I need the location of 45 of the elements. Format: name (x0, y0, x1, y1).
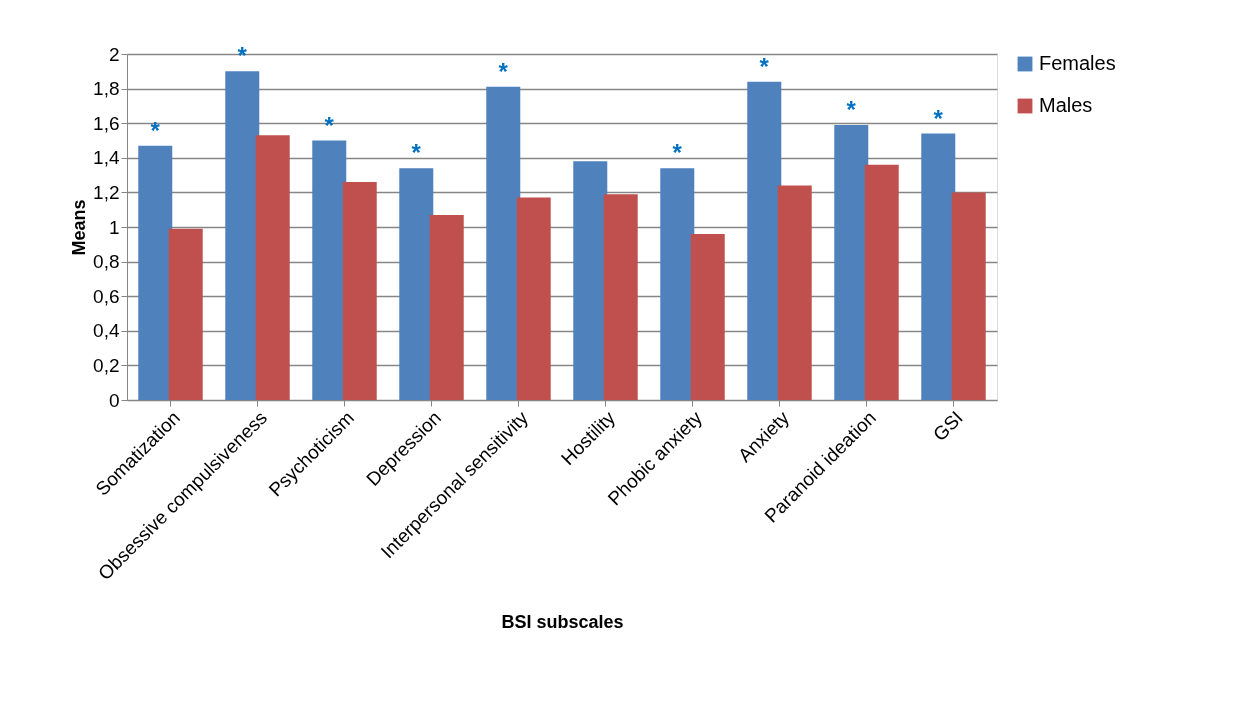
bar (429, 214, 464, 400)
bar (312, 140, 347, 400)
y-tick-label: 1 (108, 216, 120, 238)
annotation: * (411, 139, 422, 167)
annotation: * (759, 52, 770, 80)
x-axis-title: BSI subscales (501, 611, 624, 632)
bar (747, 81, 782, 400)
bar (516, 197, 551, 400)
bar (834, 124, 869, 400)
bar (225, 71, 260, 400)
legend-label: Males (1039, 94, 1093, 116)
y-tick-label: 0,8 (93, 251, 120, 273)
y-tick-label: 2 (108, 43, 120, 65)
bar (951, 192, 986, 400)
annotation: * (150, 116, 161, 144)
y-tick-label: 0,6 (93, 285, 120, 307)
annotation: * (933, 104, 944, 132)
y-tick-label: 0,2 (93, 354, 120, 376)
y-tick-label: 1,4 (93, 147, 120, 169)
y-tick-label: 0,4 (93, 320, 120, 342)
bar (690, 233, 725, 400)
bar (168, 228, 203, 400)
bar (573, 161, 608, 400)
annotation: * (498, 57, 509, 85)
bar (777, 185, 812, 400)
annotation: * (237, 42, 248, 70)
annotation: * (324, 111, 335, 139)
annotation: * (672, 139, 683, 167)
y-axis-title: Means (69, 199, 90, 256)
y-tick-label: 1,2 (93, 181, 120, 203)
legend-label: Females (1039, 52, 1116, 74)
bar (255, 135, 290, 400)
bar (921, 133, 956, 400)
y-tick-label: 1,6 (93, 112, 120, 134)
bar (864, 164, 899, 400)
y-tick-label: 1,8 (93, 78, 120, 100)
bar (660, 168, 695, 400)
bar (486, 86, 521, 400)
x-tick-label: GSI (928, 407, 967, 446)
bar (399, 168, 434, 400)
bar (138, 145, 173, 400)
bar (342, 182, 377, 400)
bar (603, 194, 638, 400)
annotation: * (846, 95, 857, 123)
y-tick-label: 0 (108, 389, 120, 411)
